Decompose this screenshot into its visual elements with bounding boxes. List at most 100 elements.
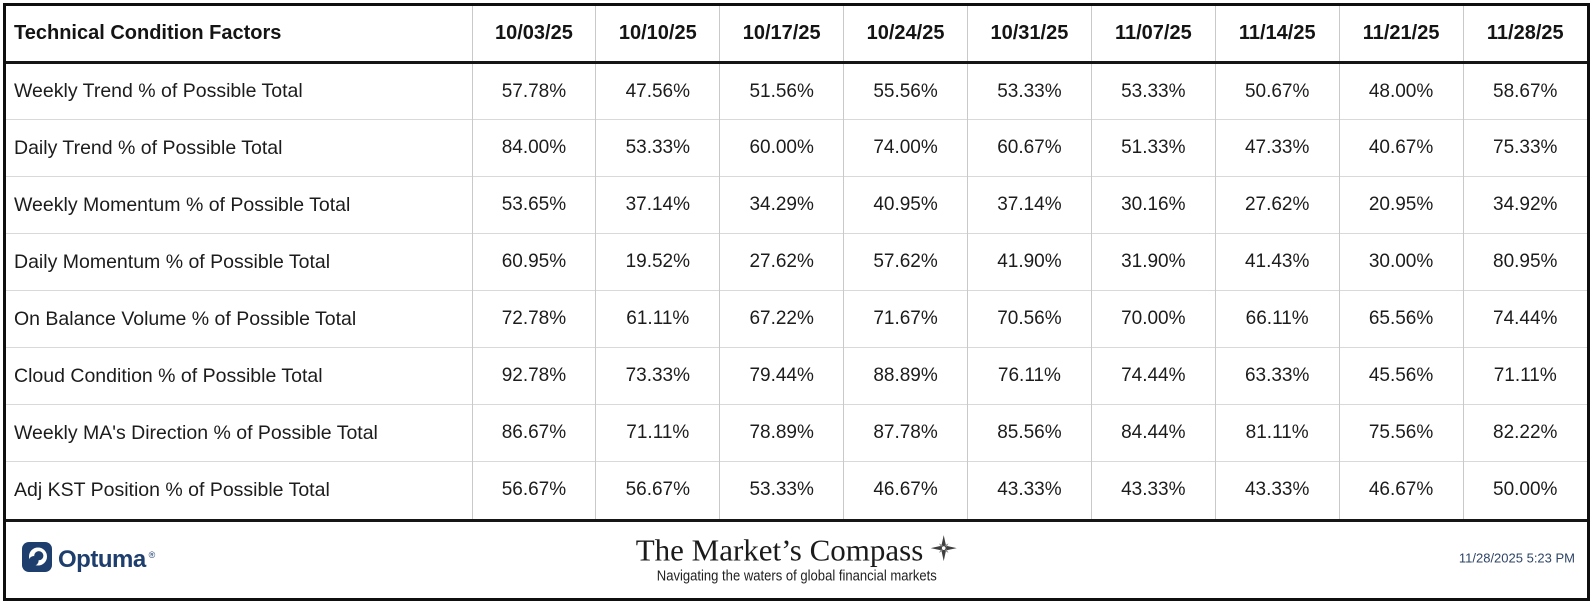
factor-value: 43.33% [1215,461,1340,519]
date-column-header: 10/17/25 [719,6,845,64]
compass-rose-icon [930,535,957,567]
optuma-wordmark: Optuma [58,545,146,573]
factor-label: Weekly Momentum % of Possible Total [6,176,473,234]
factor-value: 47.56% [595,62,721,120]
factor-value: 41.43% [1215,233,1340,291]
factor-value: 88.89% [843,347,968,405]
factor-value: 20.95% [1339,176,1464,234]
factor-value: 80.95% [1463,233,1587,291]
table-row: Cloud Condition % of Possible Total 92.78… [6,347,1587,405]
date-column-header: 11/14/25 [1215,6,1340,64]
factor-value: 86.67% [472,404,597,462]
factor-value: 46.67% [843,461,968,519]
technical-conditions-table: Technical Condition Factors 10/03/25 10/1… [6,6,1587,519]
factor-value: 53.33% [595,119,721,177]
factor-value: 87.78% [843,404,968,462]
factor-value: 43.33% [967,461,1092,519]
market-compass-brand: The Market’s Compass Navigating the wate… [636,534,958,585]
factor-label: Daily Trend % of Possible Total [6,119,473,177]
factor-value: 79.44% [719,347,845,405]
factor-value: 74.00% [843,119,968,177]
factor-value: 47.33% [1215,119,1340,177]
factor-value: 53.33% [1091,62,1216,120]
factor-value: 56.67% [472,461,597,519]
factor-value: 84.00% [472,119,597,177]
factor-value: 45.56% [1339,347,1464,405]
brand-tagline: Navigating the waters of global financia… [656,568,937,585]
factor-value: 27.62% [719,233,845,291]
table-row: Adj KST Position % of Possible Total 56.6… [6,461,1587,519]
factor-value: 57.62% [843,233,968,291]
factor-value: 51.56% [719,62,845,120]
factor-value: 19.52% [595,233,721,291]
factor-value: 70.00% [1091,290,1216,348]
factor-value: 55.56% [843,62,968,120]
factor-value: 51.33% [1091,119,1216,177]
factor-value: 65.56% [1339,290,1464,348]
factor-value: 70.56% [967,290,1092,348]
factor-value: 74.44% [1091,347,1216,405]
factor-label: Weekly MA's Direction % of Possible Tota… [6,404,473,462]
factor-value: 60.67% [967,119,1092,177]
date-column-header: 11/28/25 [1463,6,1587,64]
optuma-logo-icon [22,542,52,577]
table-row: Weekly Trend % of Possible Total 57.78% 47… [6,62,1587,120]
factor-value: 46.67% [1339,461,1464,519]
brand-title: The Market’s Compass [635,532,924,568]
factor-value: 67.22% [719,290,845,348]
factor-label: Weekly Trend % of Possible Total [6,62,473,120]
factor-value: 92.78% [472,347,597,405]
factor-label: On Balance Volume % of Possible Total [6,290,473,348]
factor-label: Cloud Condition % of Possible Total [6,347,473,405]
factor-value: 73.33% [595,347,721,405]
date-column-header: 10/31/25 [967,6,1092,64]
factor-value: 78.89% [719,404,845,462]
table-row: On Balance Volume % of Possible Total 72.… [6,290,1587,348]
factor-value: 74.44% [1463,290,1587,348]
factor-value: 34.92% [1463,176,1587,234]
report-timestamp: 11/28/2025 5:23 PM [1458,550,1575,565]
factor-value: 53.33% [967,62,1092,120]
factor-value: 63.33% [1215,347,1340,405]
report-sheet: Technical Condition Factors 10/03/25 10/1… [3,3,1590,601]
factor-value: 61.11% [595,290,721,348]
factor-value: 84.44% [1091,404,1216,462]
factor-value: 71.67% [843,290,968,348]
factor-value: 85.56% [967,404,1092,462]
factor-value: 43.33% [1091,461,1216,519]
table-row: Daily Trend % of Possible Total 84.00% 53.… [6,119,1587,177]
date-column-header: 10/03/25 [472,6,597,64]
factor-value: 60.95% [472,233,597,291]
date-column-header: 10/10/25 [595,6,721,64]
factor-value: 58.67% [1493,80,1558,102]
factor-value: 50.67% [1215,62,1340,120]
factor-label: Daily Momentum % of Possible Total [6,233,473,291]
table-row: Weekly Momentum % of Possible Total 53.65… [6,176,1587,234]
factors-column-header: Technical Condition Factors [6,6,473,64]
optuma-logo: Optuma ® [6,542,155,577]
factor-value: 30.16% [1091,176,1216,234]
factor-value: 40.67% [1339,119,1464,177]
factor-value: 81.11% [1215,404,1340,462]
factor-value: 30.00% [1339,233,1464,291]
date-column-header: 10/24/25 [843,6,968,64]
footer-bar: Optuma ® The Market’s Compass Navigating… [6,518,1587,598]
factor-value: 72.78% [472,290,597,348]
date-column-header: 11/21/25 [1339,6,1464,64]
factor-value: 41.90% [967,233,1092,291]
factor-value: 53.33% [719,461,845,519]
factor-value: 56.67% [595,461,721,519]
factor-value: 37.14% [595,176,721,234]
factor-value: 71.11% [1463,347,1587,405]
factor-value: 50.00% [1463,461,1587,519]
factor-value: 57.78% [472,62,597,120]
factor-value: 75.33% [1463,119,1587,177]
factor-value: 53.65% [472,176,597,234]
factor-value: 71.11% [595,404,721,462]
factor-value: 48.00% [1339,62,1464,120]
factor-label: Adj KST Position % of Possible Total [6,461,473,519]
optuma-registered-mark: ® [148,550,156,561]
factor-value: 60.00% [719,119,845,177]
factor-value: 66.11% [1215,290,1340,348]
factor-value: 40.95% [843,176,968,234]
